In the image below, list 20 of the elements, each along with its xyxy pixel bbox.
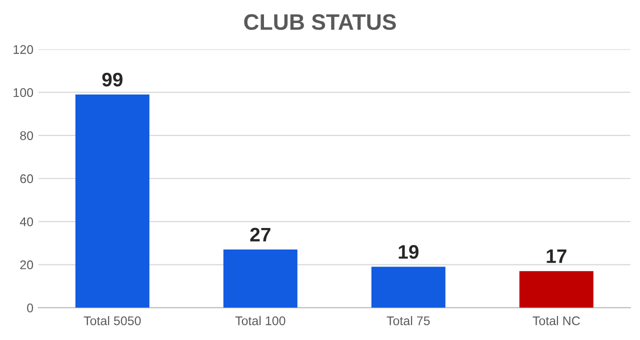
data-label: 27: [250, 228, 270, 242]
data-label: 19: [398, 245, 418, 259]
data-label: 17: [546, 250, 566, 263]
y-tick-label: 100: [14, 88, 34, 98]
x-tick-label: Total 75: [386, 316, 430, 326]
y-tick-label: 20: [20, 260, 34, 270]
bar: [75, 94, 150, 308]
x-tick-label: Total 100: [235, 316, 286, 326]
x-tick-label: Total 5050: [84, 316, 141, 326]
x-tick-label: Total NC: [532, 316, 580, 326]
chart-title: CLUB STATUS: [244, 14, 396, 30]
y-tick-label: 60: [20, 174, 34, 184]
y-tick-label: 80: [20, 131, 34, 140]
bar: [371, 266, 446, 308]
data-label: 99: [102, 72, 122, 87]
y-tick-label: 0: [27, 304, 34, 312]
bar: [519, 271, 594, 308]
y-tick-label: 120: [14, 45, 34, 54]
bar: [223, 250, 298, 308]
y-tick-label: 40: [20, 217, 34, 226]
